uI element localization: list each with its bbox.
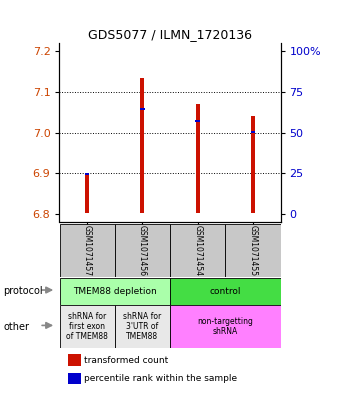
Text: control: control bbox=[209, 287, 241, 296]
FancyBboxPatch shape bbox=[170, 305, 280, 348]
Text: protocol: protocol bbox=[3, 286, 43, 296]
Text: shRNA for
3'UTR of
TMEM88: shRNA for 3'UTR of TMEM88 bbox=[123, 312, 162, 342]
FancyBboxPatch shape bbox=[115, 305, 170, 348]
Bar bbox=[251, 116, 255, 213]
Text: shRNA for
first exon
of TMEM88: shRNA for first exon of TMEM88 bbox=[66, 312, 108, 342]
FancyBboxPatch shape bbox=[170, 278, 280, 305]
FancyBboxPatch shape bbox=[225, 224, 280, 277]
Bar bbox=[196, 104, 200, 213]
Text: GSM1071455: GSM1071455 bbox=[249, 225, 257, 276]
Text: GSM1071454: GSM1071454 bbox=[193, 225, 202, 276]
Text: non-targetting
shRNA: non-targetting shRNA bbox=[197, 317, 253, 336]
Text: GSM1071457: GSM1071457 bbox=[83, 225, 91, 276]
FancyBboxPatch shape bbox=[59, 224, 115, 277]
FancyBboxPatch shape bbox=[115, 224, 170, 277]
Text: TMEM88 depletion: TMEM88 depletion bbox=[73, 287, 157, 296]
Text: transformed count: transformed count bbox=[84, 356, 169, 365]
Bar bbox=[140, 108, 144, 110]
FancyBboxPatch shape bbox=[170, 224, 225, 277]
Bar bbox=[251, 130, 255, 133]
FancyBboxPatch shape bbox=[59, 278, 170, 305]
Bar bbox=[85, 173, 89, 175]
Title: GDS5077 / ILMN_1720136: GDS5077 / ILMN_1720136 bbox=[88, 28, 252, 40]
Text: percentile rank within the sample: percentile rank within the sample bbox=[84, 374, 237, 383]
Bar bbox=[140, 78, 144, 213]
FancyBboxPatch shape bbox=[59, 305, 115, 348]
Bar bbox=[85, 175, 89, 213]
Text: other: other bbox=[3, 321, 29, 332]
Bar bbox=[195, 120, 200, 123]
Text: GSM1071456: GSM1071456 bbox=[138, 225, 147, 276]
